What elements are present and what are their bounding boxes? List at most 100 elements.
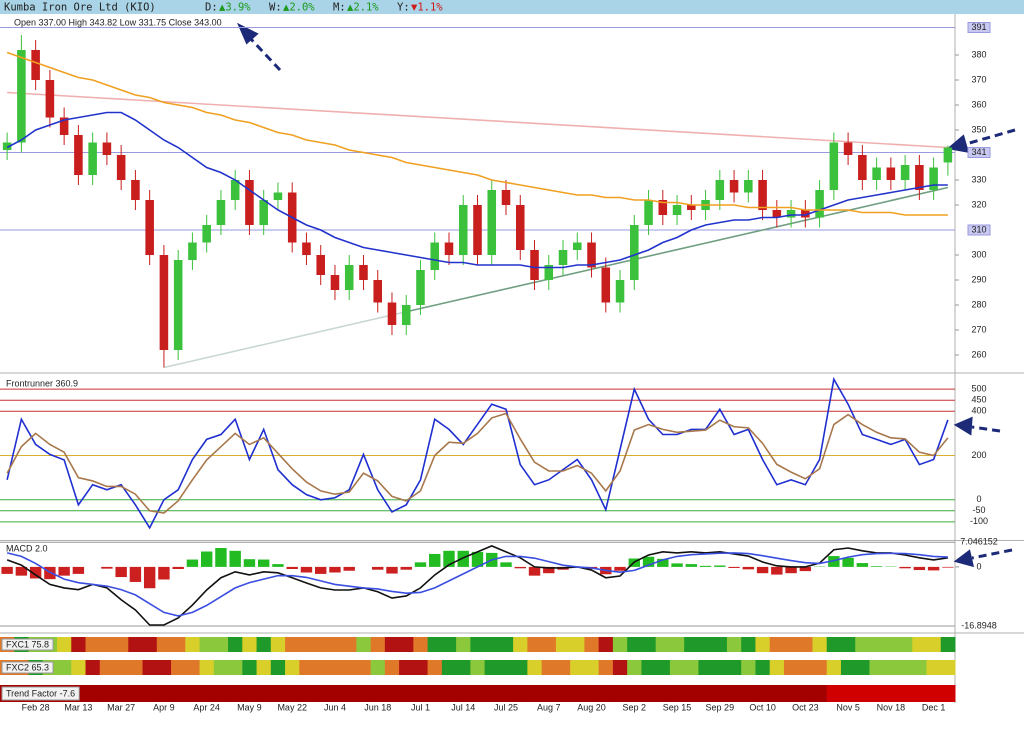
- y-tick-label: 320: [971, 199, 986, 209]
- level-label: 310: [971, 224, 986, 234]
- change-value: ▼1.1%: [411, 2, 443, 14]
- histogram-bar: [514, 566, 526, 569]
- heat-cell: [213, 685, 229, 702]
- candle-body: [131, 180, 140, 200]
- histogram-bar: [642, 556, 655, 567]
- heat-cell: [441, 637, 457, 652]
- x-tick-label: Jul 1: [411, 702, 430, 712]
- candle-body: [758, 180, 767, 210]
- x-tick-label: Feb 28: [22, 702, 50, 712]
- heat-cell: [270, 660, 286, 675]
- heat-cell: [527, 660, 543, 675]
- y-tick-label: 0: [976, 561, 981, 571]
- histogram-bar: [528, 566, 541, 576]
- candle-body: [330, 275, 340, 290]
- heat-cell: [869, 637, 885, 652]
- heat-cell: [498, 637, 514, 652]
- y-tick-label: 400: [971, 406, 986, 416]
- histogram-bar: [172, 566, 184, 569]
- heat-cell: [570, 685, 585, 702]
- heat-cell: [912, 637, 927, 652]
- heat-cell: [399, 637, 414, 652]
- histogram-bar: [58, 566, 70, 576]
- level-label: 391: [971, 22, 986, 32]
- y-tick-label: 290: [971, 274, 986, 284]
- heat-cell: [712, 685, 728, 702]
- candle-body: [416, 270, 425, 305]
- histogram-bar: [1, 566, 13, 574]
- heat-cell: [655, 685, 671, 702]
- y-tick-label: 370: [971, 74, 986, 84]
- heat-cell: [313, 685, 329, 702]
- candle-body: [672, 205, 682, 215]
- x-tick-label: Jul 25: [494, 702, 518, 712]
- x-tick-label: Jun 18: [364, 702, 391, 712]
- heat-cell: [926, 637, 942, 652]
- heat-cell: [741, 685, 756, 702]
- arrow-head: [946, 134, 970, 153]
- x-tick-label: Mar 27: [107, 702, 135, 712]
- heat-cell: [242, 685, 258, 702]
- heat-cell: [840, 637, 856, 652]
- heat-cell: [456, 685, 471, 702]
- heat-cell: [840, 660, 856, 675]
- candle-body: [216, 200, 226, 225]
- heat-cell: [755, 660, 771, 675]
- candle-body: [829, 142, 839, 190]
- histogram-bar: [101, 566, 113, 569]
- heat-cell: [270, 685, 286, 702]
- heat-cell: [555, 660, 571, 675]
- heat-cell: [940, 637, 956, 652]
- heat-cell: [285, 685, 300, 702]
- heat-cell: [698, 637, 714, 652]
- heat-cell: [741, 637, 756, 652]
- candle-body: [59, 117, 69, 135]
- heat-cell: [741, 660, 756, 675]
- y-tick-label: -100: [970, 516, 988, 526]
- heat-cell: [228, 637, 243, 652]
- histogram-bar: [756, 566, 769, 574]
- heat-cell: [484, 685, 500, 702]
- heat-cell: [541, 685, 557, 702]
- heat-cell: [114, 685, 129, 702]
- panel-title: Frontrunner 360.9: [6, 378, 78, 388]
- level-box: [967, 22, 991, 33]
- heat-cell: [456, 660, 471, 675]
- y-tick-label: 350: [971, 124, 986, 134]
- heat-cell: [156, 685, 172, 702]
- heat-cell: [513, 660, 528, 675]
- candle-body: [373, 280, 382, 303]
- histogram-bar: [500, 562, 512, 567]
- histogram-bar: [343, 566, 355, 571]
- heat-cell: [897, 685, 913, 702]
- heat-cell: [812, 637, 828, 652]
- histogram-bar: [671, 563, 683, 567]
- histogram-bar: [200, 551, 213, 567]
- candle-body: [729, 180, 739, 193]
- heat-cell: [826, 685, 842, 702]
- x-tick-label: Nov 5: [836, 702, 860, 712]
- y-tick-label: 200: [971, 450, 986, 460]
- indicator-line: [6, 376, 949, 530]
- histogram-bar: [272, 564, 284, 567]
- heat-cell: [342, 685, 357, 702]
- histogram-bar: [842, 557, 854, 567]
- heat-cell: [897, 660, 913, 675]
- heat-cell: [940, 685, 956, 702]
- heat-cell: [470, 685, 486, 702]
- heat-cell: [285, 660, 300, 675]
- histogram-bar: [785, 566, 797, 574]
- heat-cell: [342, 637, 357, 652]
- arrow-head: [953, 549, 975, 568]
- histogram-bar: [414, 562, 427, 567]
- heat-cell: [228, 660, 243, 675]
- heat-cell: [669, 660, 685, 675]
- heat-cell: [726, 660, 742, 675]
- candle-body: [801, 210, 810, 218]
- heat-cell: [185, 685, 201, 702]
- candle-body: [458, 205, 468, 255]
- candle-body: [900, 165, 910, 180]
- histogram-bar: [685, 564, 698, 567]
- heat-cell: [242, 637, 258, 652]
- header-bar: [0, 0, 1024, 14]
